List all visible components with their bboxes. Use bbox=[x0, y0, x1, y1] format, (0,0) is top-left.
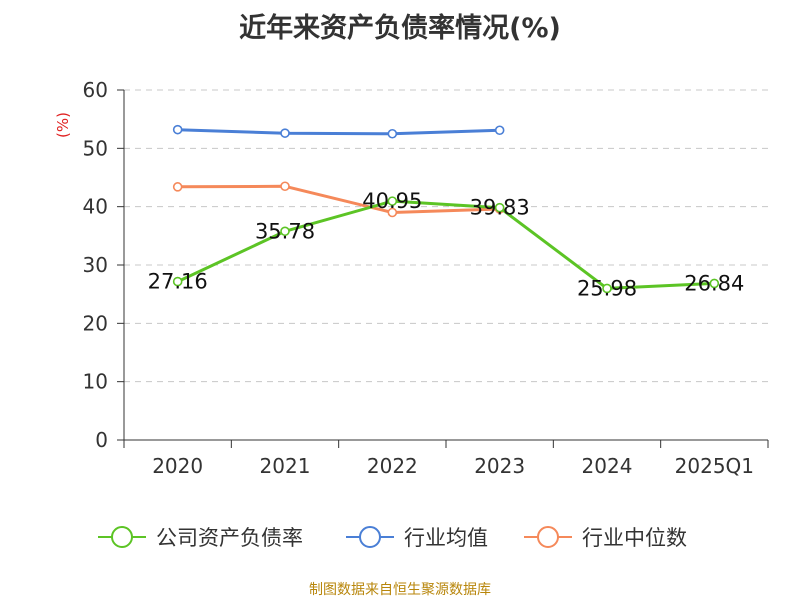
series-layer bbox=[172, 124, 720, 294]
legend-label: 公司资产负债率 bbox=[156, 526, 303, 550]
y-tick-label: 30 bbox=[83, 253, 108, 277]
y-tick-label: 0 bbox=[95, 428, 108, 452]
y-axis-label: (%) bbox=[54, 112, 72, 138]
x-tick-label: 2022 bbox=[367, 454, 418, 478]
legend-item[interactable]: 行业中位数 bbox=[524, 526, 687, 550]
legend[interactable]: 公司资产负债率 行业均值 行业中位数 bbox=[98, 526, 687, 550]
legend-item[interactable]: 行业均值 bbox=[346, 526, 488, 550]
legend-item[interactable]: 公司资产负债率 bbox=[98, 526, 303, 550]
data-point bbox=[172, 124, 183, 135]
legend-marker bbox=[359, 526, 381, 548]
data-label: 27.16 bbox=[148, 270, 208, 294]
x-tick-label: 2021 bbox=[260, 454, 311, 478]
data-point bbox=[280, 181, 290, 192]
data-point bbox=[387, 207, 398, 218]
y-tick-label: 10 bbox=[83, 370, 108, 394]
data-point bbox=[280, 226, 290, 237]
y-tick-label: 20 bbox=[83, 311, 108, 335]
chart-title: 近年来资产负债率情况(%) bbox=[239, 13, 561, 44]
x-tick-label: 2023 bbox=[474, 454, 525, 478]
source-note: 制图数据来自恒生聚源数据库 bbox=[309, 582, 491, 598]
data-point bbox=[494, 125, 505, 136]
y-tick-label: 60 bbox=[83, 78, 108, 102]
data-point bbox=[387, 128, 398, 139]
series-line bbox=[177, 184, 500, 214]
series-line bbox=[177, 128, 500, 136]
legend-marker bbox=[111, 526, 133, 548]
legend-marker bbox=[537, 526, 559, 548]
data-label: 39.83 bbox=[470, 196, 530, 220]
data-point bbox=[494, 202, 505, 213]
legend-label: 行业中位数 bbox=[582, 526, 687, 550]
label-layer: 27.16 35.78 40.95 39.83 25.98 26.84 bbox=[148, 189, 745, 300]
data-point bbox=[709, 278, 720, 289]
x-tick-label: 2020 bbox=[152, 454, 203, 478]
y-tick-label: 50 bbox=[83, 136, 108, 160]
data-point bbox=[280, 128, 290, 138]
x-tick-label: 2024 bbox=[582, 454, 633, 478]
x-tick-label: 2025Q1 bbox=[675, 454, 754, 478]
legend-label: 行业均值 bbox=[404, 526, 488, 550]
grid-layer bbox=[124, 89, 768, 383]
series-line bbox=[177, 199, 715, 290]
data-point bbox=[172, 182, 183, 192]
data-label: 40.95 bbox=[362, 189, 422, 213]
data-label: 35.78 bbox=[255, 219, 315, 243]
axis-layer: 0 10 20 30 40 50 60 2020 2021 2022 2023 2024 2025Q1 (… bbox=[54, 78, 769, 478]
data-point bbox=[172, 276, 183, 287]
data-label: 25.98 bbox=[577, 276, 637, 300]
data-label: 26.84 bbox=[684, 271, 744, 295]
data-point bbox=[602, 283, 612, 294]
y-tick-label: 40 bbox=[83, 195, 108, 219]
data-point bbox=[387, 196, 398, 206]
